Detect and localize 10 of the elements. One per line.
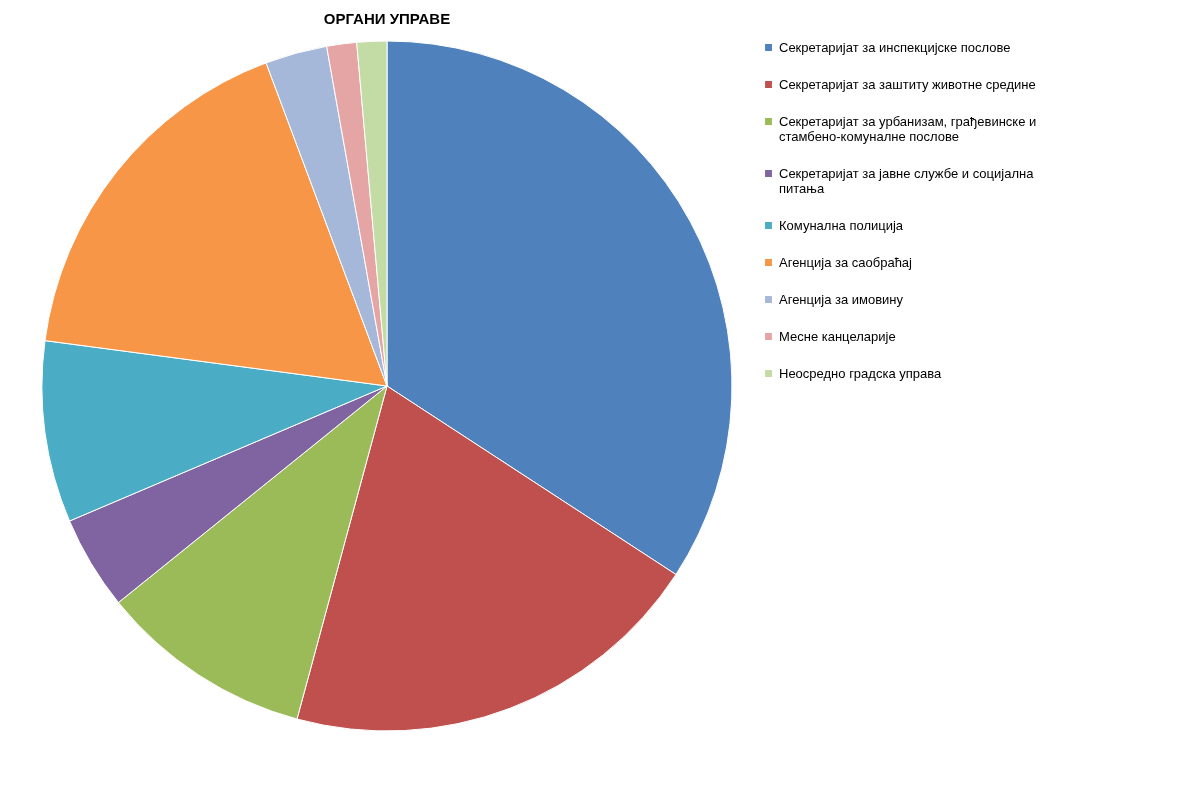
- legend-label: Секретаријат за инспекцијске послове: [779, 39, 1011, 55]
- legend-label: Неосредно градска управа: [779, 365, 942, 381]
- legend-label: Секретаријат за урбанизам, грађевинске и стамбено-комуналне послове: [779, 113, 1037, 144]
- legend-label: Секретаријат за заштиту животне средине: [779, 76, 1036, 92]
- legend-label: Агенција за саобраћај: [779, 254, 913, 270]
- legend-label: Агенција за имовину: [779, 291, 904, 307]
- legend-label: Секретаријат за јавне службе и социјална питања: [779, 165, 1035, 196]
- legend-label: Комунална полиција: [779, 217, 904, 233]
- chart-title: ОРГАНИ УПРАВЕ: [323, 10, 451, 27]
- legend-label: Месне канцеларије: [779, 328, 896, 344]
